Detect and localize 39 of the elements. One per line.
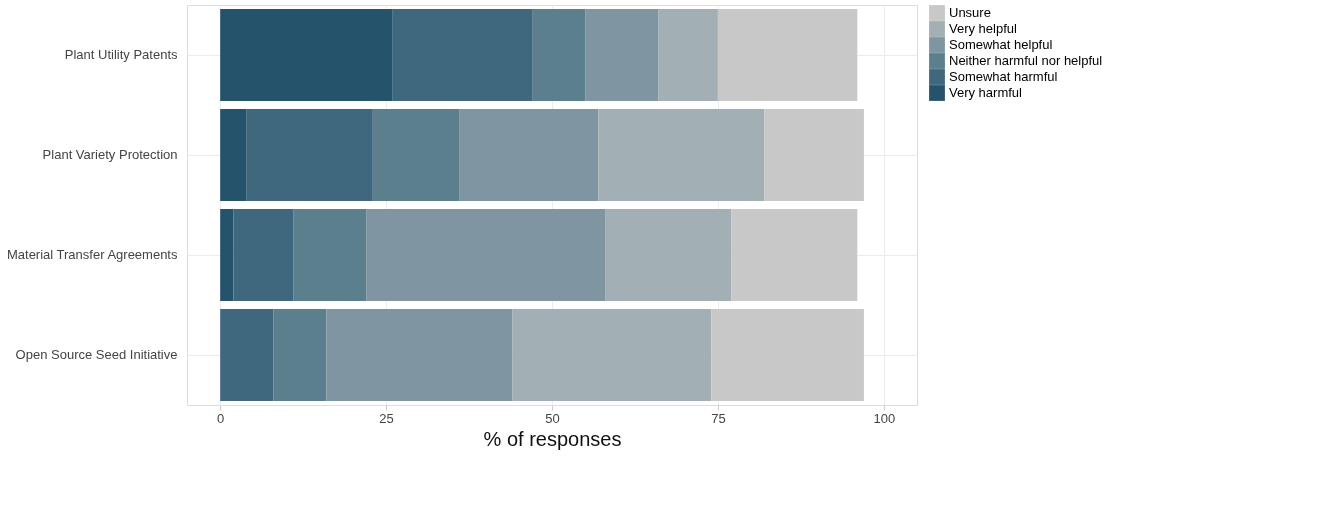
- bar: [731, 209, 858, 301]
- bar: [233, 209, 294, 301]
- legend-label: Somewhat harmful: [949, 69, 1058, 84]
- x-tick-label: 50: [545, 410, 560, 426]
- y-tick-label: Open Source Seed Initiative: [15, 347, 178, 362]
- bar: [711, 309, 864, 401]
- bar: [246, 109, 373, 201]
- legend-label: Very helpful: [949, 21, 1018, 36]
- bar: [326, 309, 513, 401]
- bar: [273, 309, 327, 401]
- y-tick-label: Plant Utility Patents: [64, 47, 178, 62]
- bar: [220, 209, 234, 301]
- bar: [717, 9, 858, 101]
- legend-label: Somewhat helpful: [949, 37, 1053, 52]
- x-tick-label: 25: [379, 410, 394, 426]
- x-tick-label: 75: [711, 410, 726, 426]
- legend-label: Very harmful: [949, 85, 1023, 100]
- legend-label: Neither harmful nor helpful: [949, 53, 1103, 68]
- bar: [392, 9, 533, 101]
- legend-label: Unsure: [949, 5, 991, 20]
- bar: [220, 109, 247, 201]
- bar: [598, 109, 765, 201]
- bar: [605, 209, 732, 301]
- x-axis-title: % of responses: [483, 427, 622, 450]
- x-tick-label: 0: [217, 410, 225, 426]
- bar: [459, 109, 599, 201]
- bar: [658, 9, 718, 101]
- bar: [220, 309, 274, 401]
- x-tick-label: 100: [873, 410, 896, 426]
- bar: [372, 109, 460, 201]
- bar: [512, 309, 712, 401]
- bar: [220, 9, 393, 101]
- y-tick-label: Material Transfer Agreements: [6, 247, 178, 262]
- bar: [585, 9, 659, 101]
- y-tick-label: Plant Variety Protection: [42, 147, 178, 162]
- bar: [293, 209, 367, 301]
- bar: [366, 209, 606, 301]
- bar: [764, 109, 864, 201]
- bar: [532, 9, 586, 101]
